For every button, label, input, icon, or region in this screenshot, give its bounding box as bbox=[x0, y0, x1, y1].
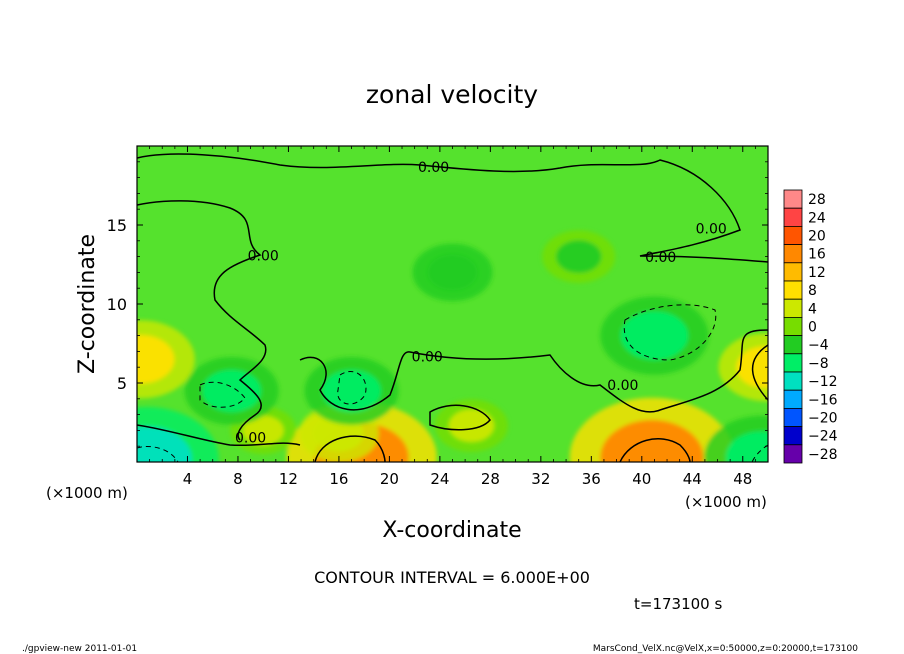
contour-zero-upper bbox=[137, 153, 768, 263]
colorbar-label: −4 bbox=[808, 338, 829, 354]
x-tick-label: 8 bbox=[233, 470, 243, 488]
colorbar-label: −24 bbox=[808, 429, 838, 445]
contour-label: 0.00 bbox=[248, 249, 279, 265]
x-unit-left: (×1000 m) bbox=[46, 484, 128, 502]
contour-zero-island bbox=[429, 404, 491, 431]
field-feature bbox=[620, 311, 689, 360]
colorbar-swatch bbox=[783, 426, 803, 446]
y-tick-label: 10 bbox=[107, 295, 127, 314]
field-feature bbox=[555, 240, 602, 273]
y-axis: 5 10 15 bbox=[107, 161, 768, 447]
colorbar-swatch bbox=[783, 207, 803, 227]
contour-label: 0.00 bbox=[607, 378, 638, 394]
x-unit-right: (×1000 m) bbox=[685, 493, 767, 511]
colorbar-label: −8 bbox=[808, 356, 829, 372]
x-tick-label: 4 bbox=[183, 470, 193, 488]
x-tick-label: 24 bbox=[430, 470, 449, 488]
x-tick-label: 48 bbox=[733, 470, 752, 488]
colorbar-label: 28 bbox=[808, 192, 826, 208]
footer-left: ./gpview-new 2011-01-01 bbox=[22, 644, 137, 654]
contour-label: 0.00 bbox=[645, 250, 676, 266]
contour-negative-bottom-left bbox=[137, 446, 179, 462]
plot-area: 0.00 0.00 0.00 0.00 0.00 0.00 0.00 bbox=[136, 145, 769, 463]
contour-zero-bottom-right bbox=[619, 437, 691, 462]
contour-zero-right-edge bbox=[751, 344, 768, 401]
time-text: t=173100 s bbox=[634, 595, 722, 613]
x-axis: 4 8 12 16 20 24 28 32 36 40 44 48 bbox=[149, 146, 756, 488]
colorbar: 28 24 20 16 12 8 4 0 −4 −8 −12 −16 −20 −24 −28 bbox=[783, 189, 838, 464]
field-feature bbox=[137, 334, 175, 384]
contour-label: 0.00 bbox=[418, 160, 449, 176]
field-feature bbox=[427, 254, 478, 291]
field-features bbox=[137, 230, 768, 462]
field-feature bbox=[322, 369, 381, 413]
x-tick-label: 12 bbox=[279, 470, 298, 488]
x-tick-label: 20 bbox=[380, 470, 399, 488]
colorbar-swatch bbox=[783, 189, 803, 209]
field-feature bbox=[448, 409, 495, 443]
colorbar-label: 16 bbox=[808, 247, 826, 263]
chart-title: zonal velocity bbox=[366, 80, 538, 109]
contour-interval-text: CONTOUR INTERVAL = 6.000E+00 bbox=[314, 568, 590, 587]
colorbar-swatch bbox=[783, 225, 803, 245]
colorbar-swatch bbox=[783, 262, 803, 282]
colorbar-label: −28 bbox=[808, 447, 838, 463]
contour-zero-bottom-left bbox=[137, 424, 301, 447]
y-tick-label: 5 bbox=[117, 374, 127, 393]
contour-zero-bottom-mid bbox=[314, 435, 386, 462]
field-feature bbox=[137, 426, 192, 462]
contour-zero-middle bbox=[137, 200, 267, 441]
colorbar-swatch bbox=[783, 335, 803, 355]
x-tick-label: 40 bbox=[632, 470, 651, 488]
x-tick-label: 32 bbox=[531, 470, 550, 488]
colorbar-swatch bbox=[783, 353, 803, 373]
colorbar-label: −16 bbox=[808, 392, 838, 408]
field-feature bbox=[725, 431, 768, 462]
colorbar-swatch bbox=[783, 371, 803, 391]
colorbar-label: −20 bbox=[808, 411, 838, 427]
contour-label: 0.00 bbox=[235, 430, 266, 446]
x-tick-label: 44 bbox=[683, 470, 702, 488]
colorbar-label: 12 bbox=[808, 265, 826, 281]
colorbar-label: 24 bbox=[808, 210, 826, 226]
y-tick-label: 15 bbox=[107, 216, 127, 235]
contour-label: 0.00 bbox=[412, 350, 443, 366]
colorbar-swatch bbox=[783, 389, 803, 409]
contour-label: 0.00 bbox=[696, 222, 727, 238]
colorbar-label: 20 bbox=[808, 229, 826, 245]
contour-lines bbox=[137, 153, 768, 462]
colorbar-swatch bbox=[783, 316, 803, 336]
colorbar-label: 4 bbox=[808, 301, 817, 317]
contour-labels: 0.00 0.00 0.00 0.00 0.00 0.00 0.00 bbox=[235, 160, 727, 446]
colorbar-label: 0 bbox=[808, 320, 817, 336]
x-axis-label: X-coordinate bbox=[382, 518, 521, 543]
y-axis-label: Z-coordinate bbox=[75, 234, 100, 374]
x-tick-label: 36 bbox=[582, 470, 601, 488]
colorbar-swatch bbox=[783, 298, 803, 318]
colorbar-label: −12 bbox=[808, 374, 838, 390]
colorbar-swatch bbox=[783, 244, 803, 264]
footer-right: MarsCond_VelX.nc@VelX,x=0:50000,z=0:2000… bbox=[593, 644, 858, 654]
contour-negative-mid bbox=[337, 371, 367, 405]
x-tick-label: 28 bbox=[481, 470, 500, 488]
contour-negative-right-center bbox=[623, 304, 717, 361]
colorbar-swatch bbox=[783, 444, 803, 464]
contour-zero-lower bbox=[299, 329, 768, 413]
colorbar-swatch bbox=[783, 407, 803, 427]
field-feature bbox=[202, 369, 262, 413]
x-tick-label: 16 bbox=[329, 470, 348, 488]
colorbar-swatch bbox=[783, 280, 803, 300]
contour-negative-left bbox=[199, 381, 246, 408]
colorbar-label: 8 bbox=[808, 283, 817, 299]
field-feature bbox=[242, 415, 284, 446]
